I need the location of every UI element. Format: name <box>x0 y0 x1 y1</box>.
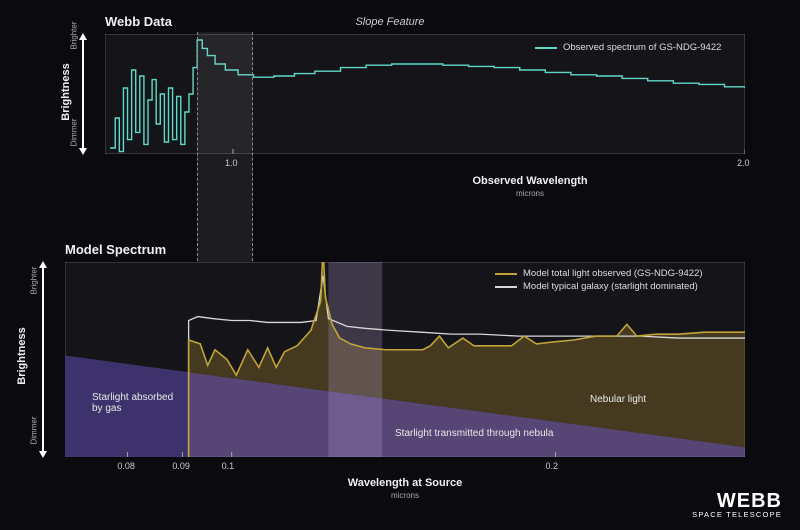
slope-feature-label: Slope Feature <box>340 16 440 28</box>
legend-observed: Observed spectrum of GS-NDG-9422 <box>535 42 721 53</box>
bottom-tick-0.1: 0.1 <box>222 461 235 471</box>
webb-logo-small: SPACE TELESCOPE <box>692 511 782 519</box>
bottom-tick-0.09: 0.09 <box>172 461 190 471</box>
top-y-brighter: Brighter <box>70 21 79 49</box>
region-transmitted: Starlight transmitted through nebula <box>395 428 553 439</box>
bottom-y-label-text: Brightness <box>16 327 28 384</box>
top-title: Webb Data <box>105 14 172 29</box>
top-x-label-text: Observed Wavelength <box>472 175 587 187</box>
legend-observed-swatch <box>535 47 557 49</box>
legend-model-total: Model total light observed (GS-NDG-9422) <box>495 268 703 279</box>
bottom-x-unit: microns <box>391 491 419 500</box>
bottom-x-label-text: Wavelength at Source <box>348 477 463 489</box>
bottom-x-label: Wavelength at Source microns <box>295 477 515 501</box>
legend-observed-text: Observed spectrum of GS-NDG-9422 <box>563 42 721 53</box>
top-legend: Observed spectrum of GS-NDG-9422 <box>535 42 721 55</box>
top-x-label: Observed Wavelength microns <box>430 175 630 199</box>
bottom-title: Model Spectrum <box>65 242 166 257</box>
region-absorbed: Starlight absorbed by gas <box>92 392 173 414</box>
legend-model-total-swatch <box>495 273 517 275</box>
bottom-tick-0.2: 0.2 <box>546 461 559 471</box>
top-y-label: Brightness <box>60 62 72 122</box>
webb-logo: WEBB SPACE TELESCOPE <box>692 491 782 519</box>
legend-model-total-text: Model total light observed (GS-NDG-9422) <box>523 268 703 279</box>
top-x-unit: microns <box>516 189 544 198</box>
bottom-y-arrow <box>42 266 44 453</box>
region-nebular: Nebular light <box>590 394 646 405</box>
bottom-legend: Model total light observed (GS-NDG-9422)… <box>495 268 703 294</box>
top-tick-1: 1.0 <box>225 158 238 168</box>
top-y-label-text: Brightness <box>60 63 72 120</box>
top-y-dimmer: Dimmer <box>70 119 79 147</box>
top-y-arrow <box>82 38 84 150</box>
legend-model-typical: Model typical galaxy (starlight dominate… <box>495 281 703 292</box>
bottom-y-label: Brightness <box>16 326 28 386</box>
top-tick-2: 2.0 <box>737 158 750 168</box>
legend-model-typical-swatch <box>495 286 517 288</box>
bottom-y-brighter: Brighter <box>30 266 39 294</box>
webb-logo-big: WEBB <box>692 491 782 511</box>
bottom-tick-0.08: 0.08 <box>117 461 135 471</box>
legend-model-typical-text: Model typical galaxy (starlight dominate… <box>523 281 698 292</box>
bottom-y-dimmer: Dimmer <box>30 417 39 445</box>
